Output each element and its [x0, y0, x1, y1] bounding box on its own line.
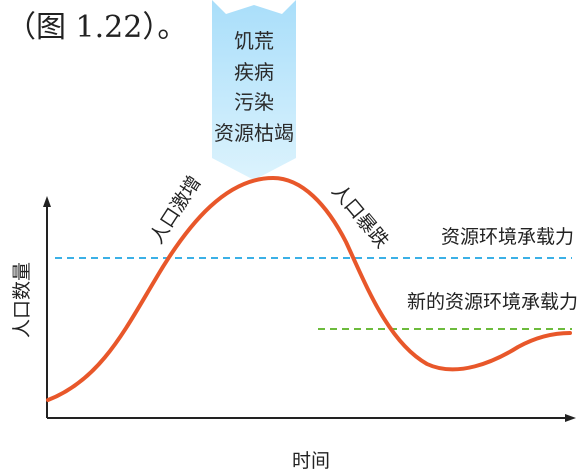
pressure-factor: 饥荒	[234, 29, 274, 53]
capacity-label-new: 新的资源环境承载力	[407, 291, 578, 313]
x-axis-arrowhead	[565, 414, 576, 422]
curve-label-fall: 人口暴跌	[327, 180, 393, 252]
capacity-label-original: 资源环境承载力	[441, 226, 574, 248]
pressure-factor: 资源枯竭	[214, 121, 294, 145]
curve-label-rise: 人口激增	[146, 172, 206, 248]
pressure-factor: 污染	[234, 90, 274, 114]
pressure-factor-list: 饥荒 疾病 污染 资源枯竭	[214, 29, 294, 145]
pressure-factor: 疾病	[234, 60, 274, 84]
y-axis-arrowhead	[43, 196, 51, 207]
figure-caption: （图 1.22）。	[6, 10, 188, 45]
x-axis-label: 时间	[292, 450, 330, 472]
pressure-arrow	[212, 0, 296, 180]
population-curve	[46, 175, 572, 402]
y-axis-label: 人口数量	[11, 262, 33, 338]
